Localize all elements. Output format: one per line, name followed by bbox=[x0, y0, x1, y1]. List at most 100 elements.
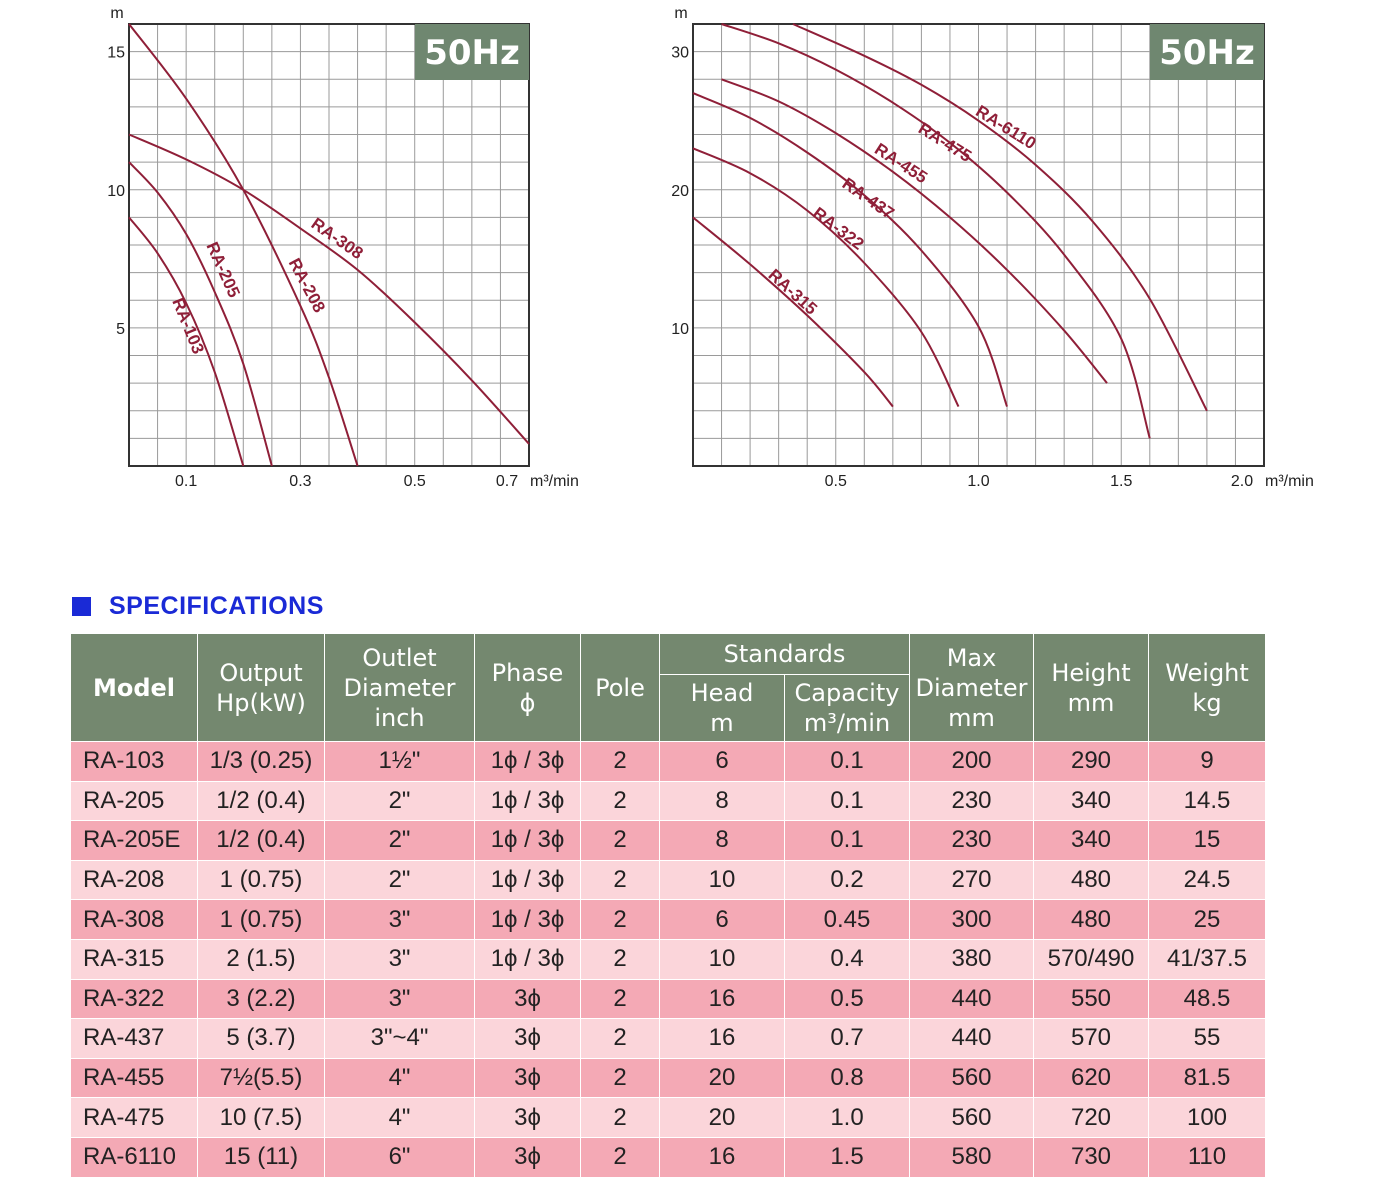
curve-ra-208 bbox=[128, 23, 359, 467]
cell-model: RA-103 bbox=[70, 741, 198, 782]
cell-height: 730 bbox=[1033, 1136, 1149, 1178]
cell-output: 1 (0.75) bbox=[197, 899, 325, 940]
table-row: RA-205E 1/2 (0.4) 2" 1ϕ / 3ϕ 2 8 0.1 230 340 15 bbox=[70, 820, 1266, 861]
y-tick-label: 30 bbox=[671, 45, 689, 62]
cell-outlet: 4" bbox=[324, 1097, 475, 1138]
x-tick-label: 2.0 bbox=[1231, 473, 1253, 490]
cell-weight: 48.5 bbox=[1148, 978, 1266, 1020]
table-row: RA-315 2 (1.5) 3" 1ϕ / 3ϕ 2 10 0.4 380 570/490 41… bbox=[70, 938, 1266, 980]
curve-label-ra-475: RA-475 bbox=[915, 119, 975, 166]
cell-phase: 3ϕ bbox=[474, 1057, 581, 1099]
cell-height: 480 bbox=[1033, 859, 1149, 901]
cell-head: 6 bbox=[659, 899, 785, 940]
cell-phase: 1ϕ / 3ϕ bbox=[474, 899, 581, 940]
cell-head: 20 bbox=[659, 1097, 785, 1138]
table-row: RA-455 7½(5.5) 4" 3ϕ 2 20 0.8 560 620 81.5 bbox=[70, 1057, 1266, 1099]
cell-model: RA-205 bbox=[70, 780, 198, 822]
cell-pole: 2 bbox=[580, 1057, 660, 1099]
cell-phase: 3ϕ bbox=[474, 1097, 581, 1138]
cell-weight: 24.5 bbox=[1148, 859, 1266, 901]
cell-capacity: 1.5 bbox=[784, 1136, 910, 1178]
cell-outlet: 6" bbox=[324, 1136, 475, 1178]
cell-head: 16 bbox=[659, 1018, 785, 1059]
cell-pole: 2 bbox=[580, 1136, 660, 1178]
frequency-badge-label: 50Hz bbox=[424, 33, 520, 73]
cell-head: 10 bbox=[659, 859, 785, 901]
cell-pole: 2 bbox=[580, 1018, 660, 1059]
header-standards: Standards bbox=[659, 633, 910, 675]
frequency-badge bbox=[415, 24, 529, 80]
cell-output: 15 (11) bbox=[197, 1136, 325, 1178]
curve-label-ra-322: RA-322 bbox=[809, 203, 867, 253]
table-row: RA-205 1/2 (0.4) 2" 1ϕ / 3ϕ 2 8 0.1 230 340 14.5 bbox=[70, 780, 1266, 822]
cell-maxdia: 560 bbox=[909, 1057, 1034, 1099]
curve-ra-437 bbox=[692, 92, 1008, 407]
x-tick-label: 0.7 bbox=[496, 473, 518, 490]
cell-weight: 55 bbox=[1148, 1018, 1266, 1059]
x-tick-label: 0.3 bbox=[289, 473, 311, 490]
cell-pole: 2 bbox=[580, 741, 660, 782]
cell-model: RA-205E bbox=[70, 820, 198, 861]
cell-capacity: 0.8 bbox=[784, 1057, 910, 1099]
cell-head: 16 bbox=[659, 978, 785, 1020]
curve-ra-455 bbox=[721, 78, 1108, 384]
grid bbox=[693, 24, 1264, 466]
cell-output: 7½(5.5) bbox=[197, 1057, 325, 1099]
table-row: RA-308 1 (0.75) 3" 1ϕ / 3ϕ 2 6 0.45 300 480 25 bbox=[70, 899, 1266, 940]
curve-ra-315 bbox=[692, 216, 894, 408]
cell-output: 1/2 (0.4) bbox=[197, 780, 325, 822]
cell-outlet: 2" bbox=[324, 820, 475, 861]
x-tick-label: 1.0 bbox=[967, 473, 989, 490]
x-tick-label: 0.1 bbox=[175, 473, 197, 490]
cell-output: 2 (1.5) bbox=[197, 938, 325, 980]
header-outlet-diameter: Outlet Diameter inch bbox=[324, 633, 475, 742]
cell-maxdia: 560 bbox=[909, 1097, 1034, 1138]
cell-phase: 1ϕ / 3ϕ bbox=[474, 741, 581, 782]
cell-weight: 9 bbox=[1148, 741, 1266, 782]
curve-label-ra-103: RA-103 bbox=[168, 295, 208, 356]
cell-outlet: 2" bbox=[324, 859, 475, 901]
cell-height: 570 bbox=[1033, 1018, 1149, 1059]
cell-phase: 1ϕ / 3ϕ bbox=[474, 938, 581, 980]
cell-pole: 2 bbox=[580, 1097, 660, 1138]
plot-frame bbox=[128, 23, 530, 467]
header-pole: Pole bbox=[580, 633, 660, 742]
curve-label-ra-437: RA-437 bbox=[839, 174, 898, 223]
header-phase: Phase ϕ bbox=[474, 633, 581, 742]
cell-weight: 81.5 bbox=[1148, 1057, 1266, 1099]
cell-output: 1 (0.75) bbox=[197, 859, 325, 901]
cell-capacity: 0.7 bbox=[784, 1018, 910, 1059]
table-row: RA-208 1 (0.75) 2" 1ϕ / 3ϕ 2 10 0.2 270 480 24.5 bbox=[70, 859, 1266, 901]
cell-maxdia: 230 bbox=[909, 780, 1034, 822]
cell-weight: 14.5 bbox=[1148, 780, 1266, 822]
cell-phase: 1ϕ / 3ϕ bbox=[474, 820, 581, 861]
cell-model: RA-475 bbox=[70, 1097, 198, 1138]
cell-phase: 1ϕ / 3ϕ bbox=[474, 780, 581, 822]
curve-label-ra-315: RA-315 bbox=[765, 265, 821, 318]
y-tick-label: 20 bbox=[671, 183, 689, 200]
cell-model: RA-308 bbox=[70, 899, 198, 940]
cell-capacity: 0.1 bbox=[784, 820, 910, 861]
cell-outlet: 3"~4" bbox=[324, 1018, 475, 1059]
cell-height: 550 bbox=[1033, 978, 1149, 1020]
cell-model: RA-6110 bbox=[70, 1136, 198, 1178]
cell-output: 1/3 (0.25) bbox=[197, 741, 325, 782]
table-row: RA-475 10 (7.5) 4" 3ϕ 2 20 1.0 560 720 100 bbox=[70, 1097, 1266, 1138]
y-tick-label: 10 bbox=[671, 321, 689, 338]
plot-frame bbox=[692, 23, 1265, 467]
chart-right: 50Hz m 30 20 10 0.5 1.0 1.5 2.0 m³/min RA-315 RA-32… bbox=[671, 5, 1314, 490]
cell-output: 3 (2.2) bbox=[197, 978, 325, 1020]
specifications-title: SPECIFICATIONS bbox=[109, 592, 324, 620]
header-height: Height mm bbox=[1033, 633, 1149, 742]
cell-maxdia: 440 bbox=[909, 978, 1034, 1020]
cell-capacity: 0.2 bbox=[784, 859, 910, 901]
cell-phase: 1ϕ / 3ϕ bbox=[474, 859, 581, 901]
cell-pole: 2 bbox=[580, 820, 660, 861]
curve-label-ra-205: RA-205 bbox=[202, 239, 243, 300]
specifications-body: RA-103 1/3 (0.25) 1½" 1ϕ / 3ϕ 2 6 0.1 200 290 9 RA… bbox=[70, 741, 1266, 1178]
cell-maxdia: 580 bbox=[909, 1136, 1034, 1178]
header-max-diameter: Max Diameter mm bbox=[909, 633, 1034, 742]
header-weight: Weight kg bbox=[1148, 633, 1266, 742]
cell-maxdia: 380 bbox=[909, 938, 1034, 980]
cell-head: 8 bbox=[659, 820, 785, 861]
